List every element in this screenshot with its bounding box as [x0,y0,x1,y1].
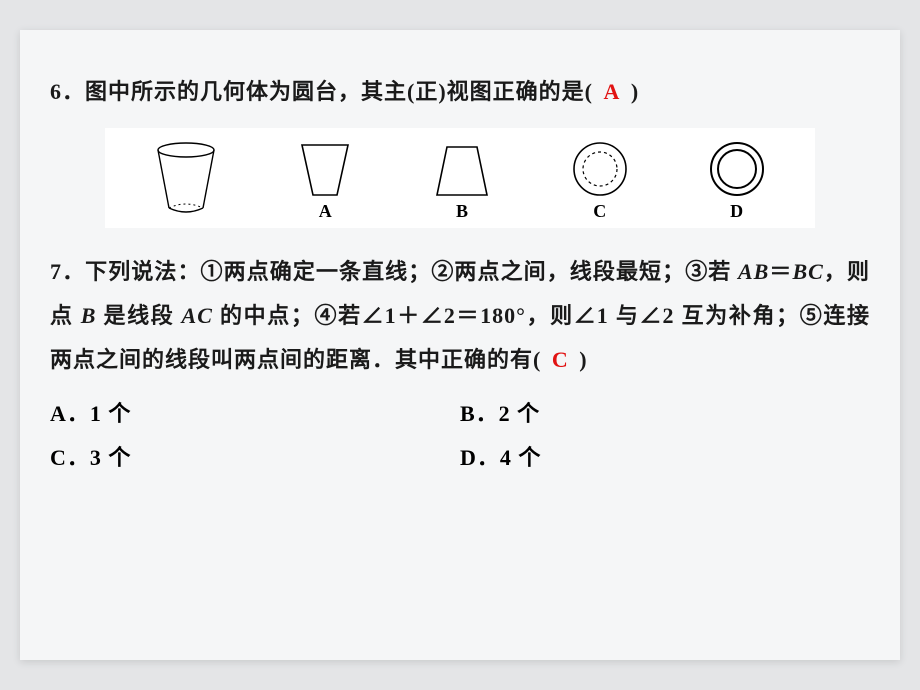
figure-item-3: C [570,134,630,222]
q7-seg1: 7．下列说法：①两点确定一条直线；②两点之间，线段最短；③若 [50,259,738,284]
question6-text: 6．图中所示的几何体为圆台，其主(正)视图正确的是( A ) [50,70,870,114]
q7-option-a: A．1 个 [50,392,460,436]
circle-dashed-icon [570,139,630,199]
page-card: 6．图中所示的几何体为圆台，其主(正)视图正确的是( A ) A [20,30,900,660]
figure-label-4: D [730,201,743,222]
q7-var-ab: AB [738,259,769,284]
q7-option-d: D．4 个 [460,436,870,480]
q7-answer: C [548,347,573,372]
q6-answer: A [599,79,624,104]
frustum-3d-icon [153,140,219,220]
q7-options: A．1 个 B．2 个 C．3 个 D．4 个 [50,392,870,480]
q7-var-b: B [81,303,97,328]
trapezoid-a-icon [296,141,354,199]
q6-prefix: 6．图中所示的几何体为圆台，其主(正)视图正确的是( [50,79,593,104]
q6-figure-row: A B C D [105,128,815,228]
figure-item-2: B [431,134,493,222]
q7-seg5: 的中点；④若∠1＋∠2＝180°，则∠1 与∠2 互为补 [213,303,753,328]
figure-item-4: D [707,134,767,222]
trapezoid-b-icon [431,143,493,199]
figure-label-1: A [319,201,332,222]
q7-seg7: ) [579,347,587,372]
figure-item-1: A [296,134,354,222]
q6-suffix: ) [631,79,639,104]
q7-var-bc: BC [792,259,823,284]
q7-seg4: 是线段 [96,303,181,328]
q7-option-b: B．2 个 [460,392,870,436]
q7-seg2: ＝ [769,259,792,284]
circle-ring-icon [707,139,767,199]
q7-option-c: C．3 个 [50,436,460,480]
q7-var-ac: AC [182,303,213,328]
question7-text: 7．下列说法：①两点确定一条直线；②两点之间，线段最短；③若 AB＝BC，则点 … [50,250,870,382]
figure-item-0 [153,134,219,222]
figure-label-2: B [456,201,468,222]
figure-label-3: C [593,201,606,222]
